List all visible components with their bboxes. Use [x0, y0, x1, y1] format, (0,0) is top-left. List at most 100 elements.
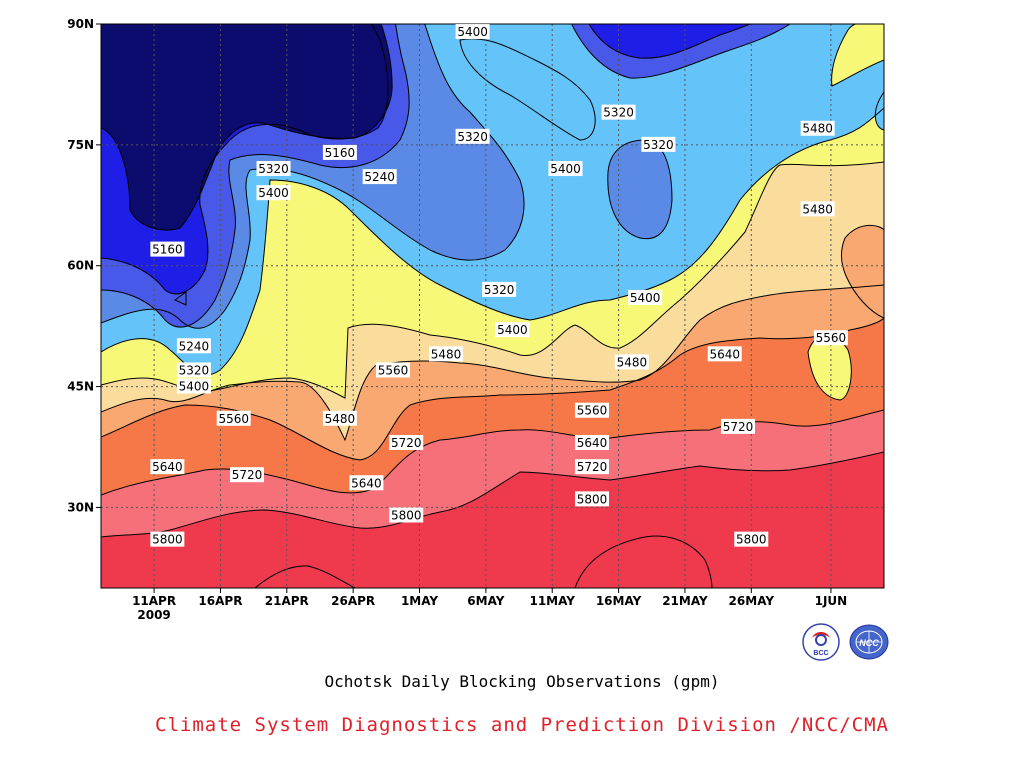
x-tick-label: 26MAY — [729, 594, 775, 608]
contour-label-text: 5800 — [577, 492, 608, 506]
contour-label: 5480 — [429, 346, 464, 362]
contour-label-bg — [429, 346, 464, 362]
contour-label: 5160 — [322, 144, 357, 160]
contour-label-bg — [575, 491, 610, 507]
contour-label-text: 5480 — [325, 412, 356, 426]
contour-label: 5480 — [800, 120, 835, 136]
contour-label-bg — [176, 378, 211, 394]
contour-label: 5320 — [482, 281, 517, 297]
contour-label-bg — [734, 531, 769, 547]
contour-label-text: 5480 — [617, 355, 648, 369]
contour-label-text: 5800 — [736, 533, 767, 547]
contour-label-bg — [216, 410, 251, 426]
contour-label-text: 5560 — [218, 412, 249, 426]
contour-label-bg — [455, 128, 490, 144]
contour-label-text: 5480 — [802, 122, 833, 136]
contour-label-bg — [256, 161, 291, 177]
contour-label: 5640 — [150, 459, 185, 475]
contour-label-text: 5720 — [723, 420, 754, 434]
band-above-5880-south1 — [575, 536, 712, 588]
y-axis: 30N 45N 60N 75N 90N — [67, 17, 101, 514]
band-5640-5720-east-closed — [841, 225, 884, 318]
contour-label-text: 5560 — [577, 404, 608, 418]
contour-label-bg — [150, 531, 185, 547]
contour-label: 5800 — [150, 531, 185, 547]
band-5720-5800-left-pocket — [101, 423, 153, 468]
band-5160-5240-upper-mid — [589, 24, 751, 59]
contour-label-bg — [349, 475, 384, 491]
grid-lines — [101, 24, 884, 588]
contour-label-bg — [707, 346, 742, 362]
contour-label-bg — [548, 161, 583, 177]
contour-label-text: 5400 — [258, 186, 289, 200]
contour-label: 5480 — [614, 354, 649, 370]
contour-label-bg — [575, 402, 610, 418]
contour-label: 5320 — [256, 161, 291, 177]
x-tick-label: 26APR — [331, 594, 375, 608]
contour-label-bg — [375, 362, 410, 378]
contour-label-bg — [455, 24, 490, 40]
contour-label-bg — [575, 434, 610, 450]
band-5320-5400-closed-mid — [607, 140, 672, 239]
band-5400-5480-closed-north — [460, 38, 596, 141]
contour-label-text: 5800 — [152, 533, 183, 547]
contour-label: 5640 — [575, 434, 610, 450]
contour-label: 5640 — [707, 346, 742, 362]
contour-label-bg — [641, 136, 676, 152]
contour-label-bg — [150, 459, 185, 475]
contour-label-bg — [322, 410, 357, 426]
bcc-logo-text: BCC — [813, 650, 828, 657]
credit-line: Climate System Diagnostics and Predictio… — [155, 714, 889, 736]
band-5480-5560-east-closed — [808, 335, 852, 400]
contour-label-bg — [176, 362, 211, 378]
contour-label: 5560 — [216, 410, 251, 426]
contour-label: 5400 — [176, 378, 211, 394]
x-tick-label: 21APR — [265, 594, 309, 608]
contour-labels: 5400 5480 5320 5160 5320 5240 5320 5320 5400 5400… — [150, 24, 848, 547]
chart-title: Ochotsk Daily Blocking Observations (gpm… — [324, 672, 720, 691]
contour-label-text: 5400 — [457, 25, 488, 39]
contour-label-bg — [389, 507, 424, 523]
contour-label: 5560 — [575, 402, 610, 418]
contour-label-text: 5400 — [630, 291, 661, 305]
y-tick-label: 30N — [67, 500, 94, 514]
contour-label-text: 5720 — [232, 468, 263, 482]
contour-label-text: 5160 — [325, 146, 356, 160]
contour-label-bg — [614, 354, 649, 370]
contour-label: 5400 — [256, 185, 291, 201]
x-tick-label: 16APR — [198, 594, 242, 608]
x-tick-label: 1MAY — [401, 594, 438, 608]
band-above-5880-south2 — [255, 565, 355, 588]
contour-label: 5720 — [721, 418, 756, 434]
contour-label: 5320 — [641, 136, 676, 152]
contour-label-text: 5640 — [709, 347, 740, 361]
contour-label-bg — [601, 104, 636, 120]
y-tick-label: 45N — [67, 380, 94, 394]
contour-label-text: 5400 — [179, 380, 210, 394]
contour-label: 5400 — [455, 24, 490, 40]
contour-label-text: 5160 — [152, 243, 183, 257]
contour-label-text: 5240 — [179, 339, 210, 353]
contour-label-text: 5400 — [497, 323, 528, 337]
contour-label: 5240 — [362, 169, 397, 185]
contour-label-text: 5640 — [152, 460, 183, 474]
contour-label-text: 5480 — [431, 347, 462, 361]
contour-label: 5720 — [389, 434, 424, 450]
x-tick-label: 11APR — [132, 594, 176, 608]
contour-label-bg — [176, 338, 211, 354]
band-5480-5560-ne-corner — [831, 24, 884, 86]
contour-label: 5800 — [389, 507, 424, 523]
contour-label: 5640 — [349, 475, 384, 491]
contour-label-bg — [256, 185, 291, 201]
contour-label-bg — [628, 289, 663, 305]
plot-frame — [100, 23, 885, 589]
contour-label: 5320 — [601, 104, 636, 120]
contour-label: 5400 — [495, 322, 530, 338]
contour-label-text: 5640 — [577, 436, 608, 450]
ncc-logo-text: NCC — [859, 638, 879, 648]
contour-label-text: 5720 — [391, 436, 422, 450]
contour-label-bg — [389, 434, 424, 450]
contour-label-bg — [322, 144, 357, 160]
band-below-5160 — [101, 24, 393, 230]
